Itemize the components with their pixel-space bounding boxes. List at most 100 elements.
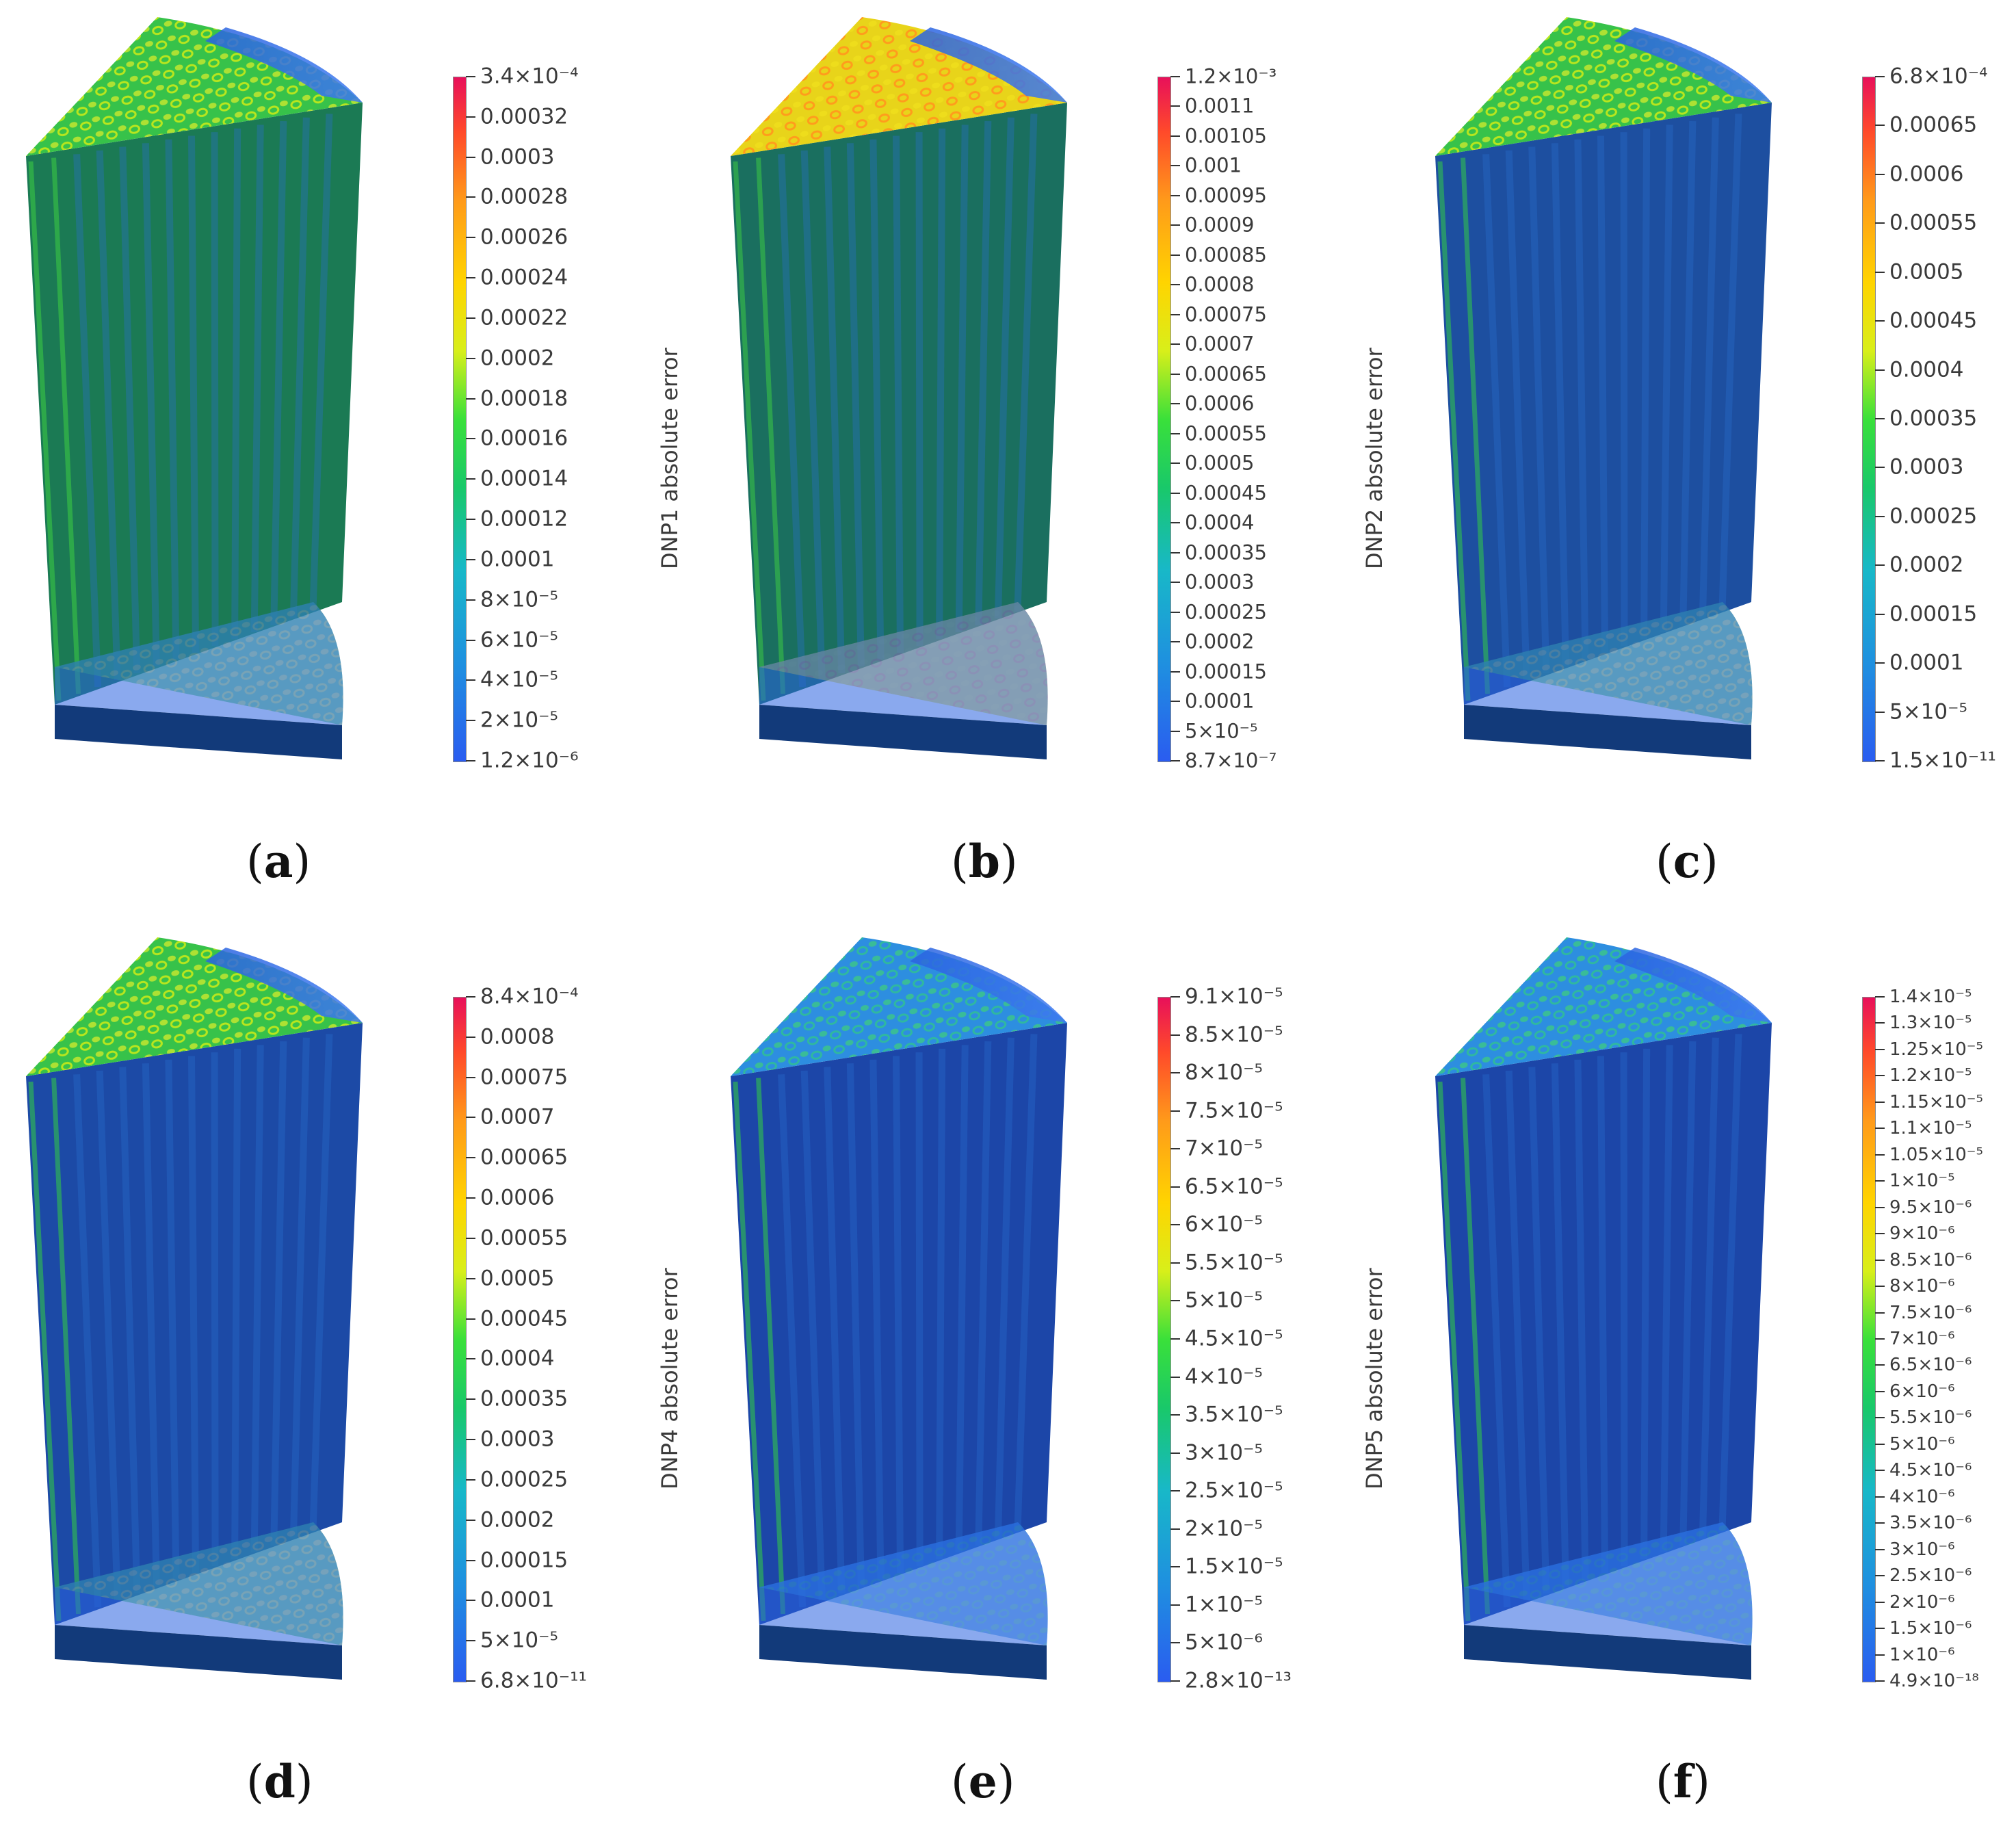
wedge-side-face xyxy=(731,1023,1067,1625)
wedge-top-rim xyxy=(205,948,363,1023)
colorbar-tick-label: 8.7×10⁻⁷ xyxy=(1185,748,1277,772)
colorbar-tick xyxy=(1170,670,1180,673)
colorbar-tick-label: 0.0001 xyxy=(480,547,555,572)
colorbar-tick-label: 0.00045 xyxy=(480,1306,568,1331)
colorbar-tick xyxy=(466,1117,475,1119)
colorbar-tick-label: 0.0006 xyxy=(1185,391,1255,415)
colorbar-tick-label: 1.2×10⁻⁶ xyxy=(480,748,579,773)
colorbar-tick xyxy=(1170,492,1180,494)
colorbar-tick-label: 0.00015 xyxy=(1889,601,1978,627)
colorbar-tick-label: 1.05×10⁻⁵ xyxy=(1889,1144,1983,1165)
flux-stripe xyxy=(1574,139,1589,660)
colorbar-tick xyxy=(1875,271,1885,273)
flux-stripe xyxy=(96,1070,121,1601)
flux-stripe xyxy=(188,1056,199,1574)
colorbar-tick-label: 3×10⁻⁶ xyxy=(1889,1539,1955,1560)
colorbar-tick-label: 0.00024 xyxy=(480,265,568,290)
panel-caption: (f) xyxy=(1655,1755,1710,1808)
colorbar-tick-label: 9.1×10⁻⁵ xyxy=(1185,984,1283,1009)
reactor-wedge-render xyxy=(731,937,1067,1680)
reactor-wedge-render xyxy=(26,17,363,759)
colorbar-tick xyxy=(466,1640,475,1642)
wedge-top-rim xyxy=(205,27,363,103)
colorbar-tick-label: 1.4×10⁻⁵ xyxy=(1889,987,1972,1007)
wedge-side-face xyxy=(26,1023,363,1625)
colorbar-tick xyxy=(466,1559,475,1561)
colorbar-tick-label: 0.00045 xyxy=(1889,308,1978,333)
colorbar-tick xyxy=(466,438,475,440)
colorbar-tick-label: 0.00026 xyxy=(480,224,568,250)
colorbar-tick xyxy=(466,1036,475,1038)
flux-stripe xyxy=(733,1081,766,1621)
colorbar-tick xyxy=(1170,1414,1180,1416)
flux-stripe xyxy=(800,150,826,681)
flux-stripe xyxy=(893,135,904,653)
wedge-base-shade xyxy=(1464,1522,1753,1645)
colorbar-tick-label: 6×10⁻⁵ xyxy=(480,627,558,653)
colorbar-tick-label: 5×10⁻⁵ xyxy=(1889,699,1967,725)
wedge-base-shade xyxy=(55,602,343,725)
flux-stripe xyxy=(1620,1052,1628,1567)
colorbar-tick xyxy=(466,357,475,359)
colorbar-tick xyxy=(1170,194,1180,196)
colorbar-tick xyxy=(1875,662,1885,664)
colorbar-tick xyxy=(1875,1259,1885,1261)
colorbar-tick xyxy=(1170,224,1180,226)
flux-stripe xyxy=(1461,157,1491,694)
colorbar-tick xyxy=(466,196,475,198)
colorbar-tick xyxy=(466,679,475,681)
colorbar-tick-label: 1×10⁻⁵ xyxy=(1185,1592,1263,1617)
reactor-wedge-render xyxy=(1435,937,1772,1680)
wedge-side-face xyxy=(1435,103,1772,705)
flux-stripe xyxy=(289,117,310,619)
flux-stripe xyxy=(289,1037,310,1539)
colorbar-tick-label: 0.0009 xyxy=(1185,213,1255,237)
colorbar-tick-label: 9×10⁻⁶ xyxy=(1889,1223,1955,1245)
flux-stripe xyxy=(1505,150,1530,681)
colorbar-tick xyxy=(1875,1312,1885,1314)
colorbar-gradient xyxy=(453,77,467,762)
colorbar-tick-label: 7.5×10⁻⁶ xyxy=(1889,1302,1972,1323)
flux-stripe xyxy=(800,1070,826,1601)
colorbar-tick-label: 0.0002 xyxy=(480,1507,555,1533)
colorbar-tick-label: 0.0002 xyxy=(1889,552,1964,577)
wedge-side-face xyxy=(26,103,363,705)
wedge-base-side xyxy=(759,1625,1047,1680)
colorbar: 3.4×10⁻⁴ 0.00032 0.0003 0.00028 0.00026 0.000… xyxy=(453,66,685,774)
colorbar-tick xyxy=(466,1318,475,1320)
colorbar-tick xyxy=(1875,760,1885,761)
colorbar-tick xyxy=(1875,1443,1885,1445)
colorbar-tick xyxy=(466,1358,475,1360)
colorbar-tick xyxy=(466,599,475,601)
flux-stripe xyxy=(1482,154,1511,688)
panel-caption: (c) xyxy=(1655,835,1718,888)
colorbar-tick xyxy=(1875,1022,1885,1024)
colorbar-tick-label: 8.4×10⁻⁴ xyxy=(480,984,579,1009)
panel-caption-letter: d xyxy=(263,1755,296,1808)
colorbar-tick xyxy=(1170,1376,1180,1378)
colorbar-tick-label: 4.9×10⁻¹⁸ xyxy=(1889,1671,1979,1691)
wedge-base-side xyxy=(55,705,342,759)
flux-stripe xyxy=(975,1041,992,1546)
colorbar-tick xyxy=(1875,1128,1885,1130)
colorbar-tick-label: 0.0003 xyxy=(480,144,555,170)
flux-stripe xyxy=(936,1048,946,1560)
flux-stripe xyxy=(51,1078,81,1615)
colorbar-tick xyxy=(1170,641,1180,643)
colorbar-tick xyxy=(1875,1390,1885,1392)
colorbar-tick-label: 0.0003 xyxy=(480,1426,555,1452)
wedge-base-side xyxy=(1464,705,1751,759)
colorbar-tick xyxy=(1170,1528,1180,1530)
flux-stripe xyxy=(1437,161,1471,701)
colorbar-tick-label: 3.4×10⁻⁴ xyxy=(480,64,579,89)
colorbar-title: DNP1 absolute error xyxy=(657,348,683,569)
colorbar-tick-label: 0.00035 xyxy=(1889,406,1978,431)
colorbar-tick xyxy=(1170,1262,1180,1264)
colorbar-tick xyxy=(466,237,475,239)
colorbar-tick xyxy=(1170,284,1180,286)
colorbar-gradient xyxy=(453,997,467,1682)
colorbar-tick-label: 1.15×10⁻⁵ xyxy=(1889,1091,1983,1112)
colorbar-tick xyxy=(466,116,475,118)
flux-stripe xyxy=(1505,1070,1530,1601)
panel-c: 6.8×10⁻⁴ 0.00065 0.0006 0.00055 0.0005 0.0004… xyxy=(1409,0,2016,917)
